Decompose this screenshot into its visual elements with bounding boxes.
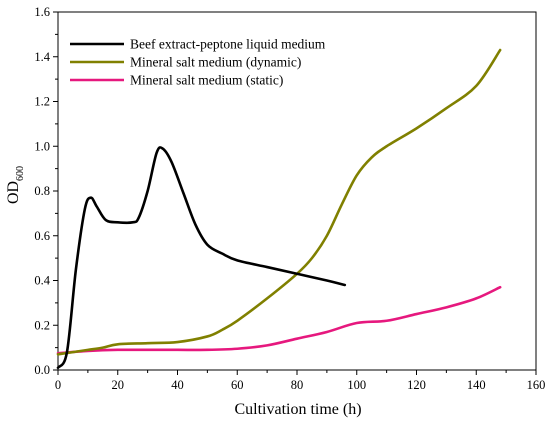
y-tick-label-6: 1.2	[34, 95, 50, 109]
y-tick-label-7: 1.4	[34, 50, 50, 64]
x-axis-title: Cultivation time (h)	[234, 401, 361, 418]
x-tick-label-5: 100	[347, 378, 366, 392]
x-tick-label-1: 20	[112, 378, 125, 392]
y-tick-label-8: 1.6	[34, 5, 50, 19]
x-tick-label-6: 120	[407, 378, 426, 392]
series-mineral-static-line	[56, 285, 502, 355]
y-axis-title: OD600	[5, 166, 26, 204]
y-tick-label-1: 0.2	[34, 318, 50, 332]
y-tick-label-5: 1.0	[34, 139, 50, 153]
y-axis-title-subscript: 600	[15, 166, 26, 181]
x-axis: 0 20 40 60 80 100 120 140 160	[55, 370, 546, 392]
legend-label-1: Mineral salt medium (dynamic)	[130, 55, 301, 70]
legend-label-0: Beef extract-peptone liquid medium	[130, 37, 326, 52]
x-tick-label-2: 40	[171, 378, 184, 392]
legend-label-2: Mineral salt medium (static)	[130, 73, 283, 88]
y-axis-title-main: OD	[5, 181, 22, 204]
y-tick-label-3: 0.6	[34, 229, 50, 243]
x-tick-label-8: 160	[527, 378, 546, 392]
y-tick-label-2: 0.4	[34, 274, 50, 288]
series-layer	[56, 48, 502, 370]
y-axis: 0.0 0.2 0.4 0.6 0.8 1.0 1.2 1.4 1.6	[34, 5, 58, 377]
y-tick-label-0: 0.0	[34, 363, 50, 377]
legend: Beef extract-peptone liquid medium Minera…	[70, 37, 326, 88]
x-tick-label-7: 140	[467, 378, 486, 392]
series-mineral-dynamic-line	[56, 48, 502, 356]
x-tick-label-4: 80	[291, 378, 304, 392]
x-tick-label-0: 0	[55, 378, 61, 392]
series-beef-extract-line	[56, 146, 347, 370]
y-tick-label-4: 0.8	[34, 184, 50, 198]
x-tick-label-3: 60	[231, 378, 244, 392]
